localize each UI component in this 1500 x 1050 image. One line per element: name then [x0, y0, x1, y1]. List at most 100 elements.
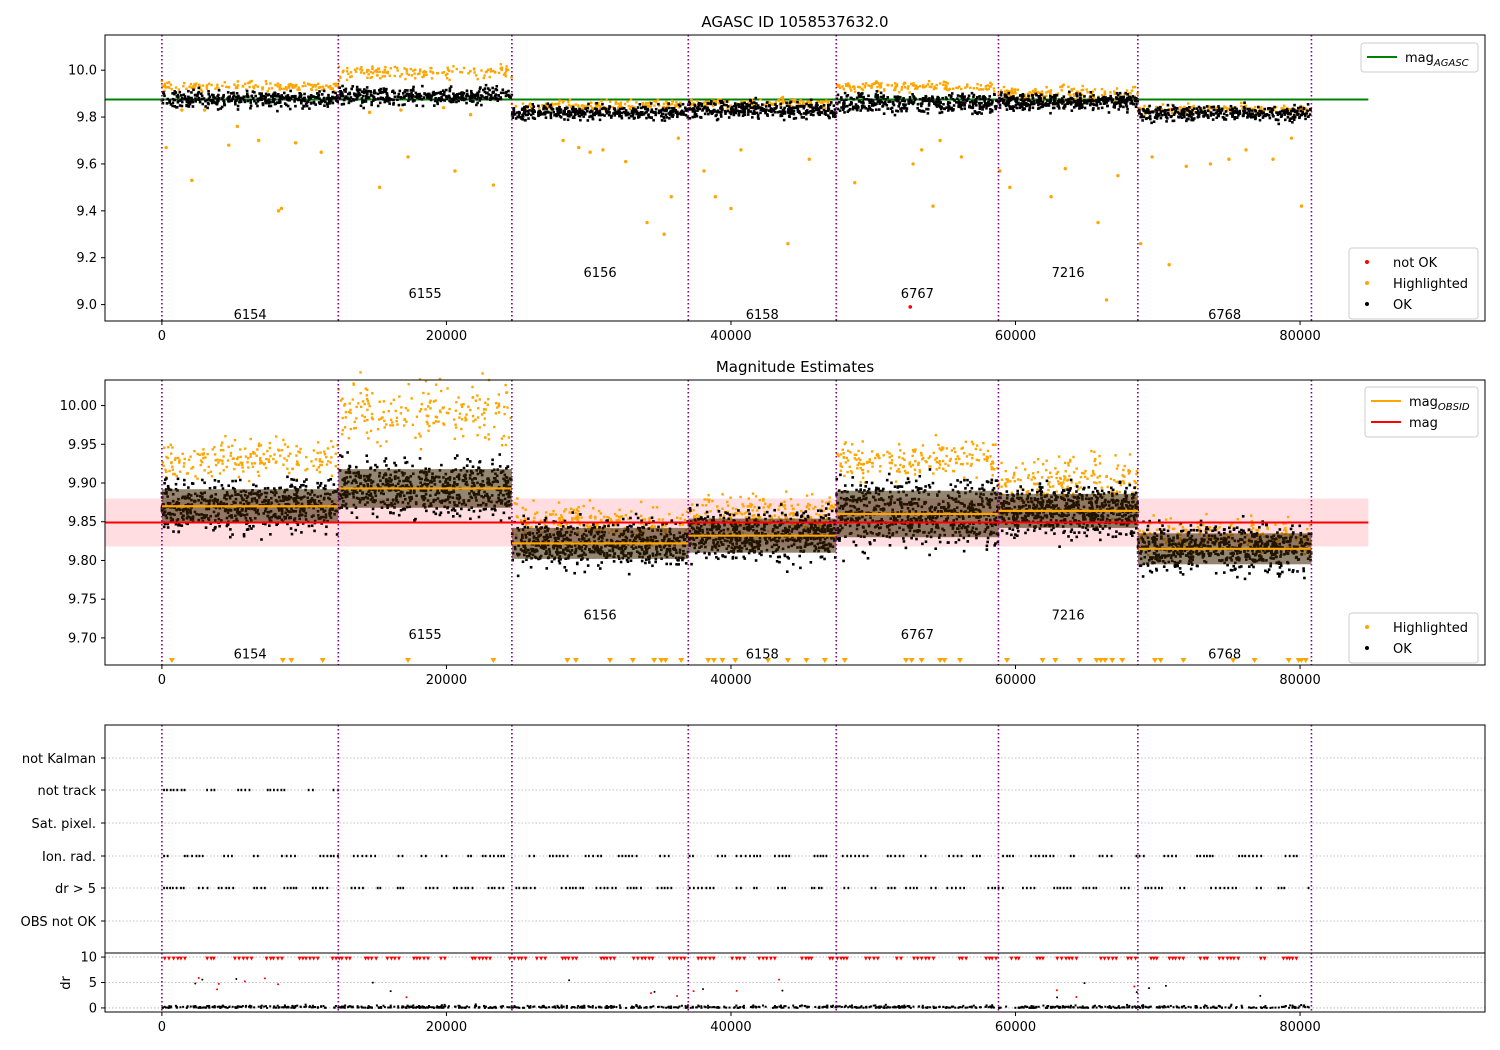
ok-point	[983, 99, 986, 103]
highlighted-point	[427, 429, 430, 432]
ok-point	[301, 99, 305, 102]
ok-point	[529, 113, 533, 117]
highlighted-point	[359, 405, 363, 408]
ok-point	[1088, 103, 1092, 107]
highlighted-point	[471, 385, 474, 389]
ok-point	[1180, 112, 1184, 116]
highlighted-point	[442, 422, 445, 425]
highlighted-point	[202, 456, 205, 460]
ok-point	[788, 101, 792, 105]
ok-point	[252, 524, 255, 528]
ok-point	[491, 462, 494, 466]
ok-point	[294, 487, 298, 491]
highlighted-point	[1047, 90, 1050, 93]
highlighted-point	[1033, 90, 1036, 94]
ok-point	[1180, 116, 1184, 120]
ok-point	[738, 105, 741, 109]
ok-point	[407, 99, 410, 103]
highlighted-point	[955, 86, 958, 89]
highlighted-point	[356, 67, 359, 70]
ok-point	[707, 108, 711, 112]
ok-point	[229, 528, 232, 531]
ok-point	[1271, 113, 1275, 117]
legend-marker-swatch	[1365, 281, 1369, 285]
ok-point	[253, 99, 256, 103]
highlighted-point	[383, 68, 387, 72]
ok-point	[202, 97, 206, 100]
ok-point	[267, 100, 270, 104]
highlighted-point	[906, 87, 909, 90]
ok-point	[1144, 111, 1147, 114]
ok-point	[476, 91, 479, 95]
ok-point	[949, 107, 953, 111]
ok-point	[232, 91, 235, 95]
ok-point	[962, 101, 965, 105]
ok-point	[983, 96, 986, 99]
highlighted-point	[794, 98, 797, 102]
ok-point	[285, 103, 288, 107]
highlighted-point	[345, 70, 349, 73]
ok-point	[868, 106, 872, 110]
ok-point	[1198, 112, 1201, 116]
ok-point	[1173, 111, 1177, 115]
highlighted-point	[1011, 91, 1014, 95]
highlighted-point	[352, 383, 355, 386]
ok-point	[235, 98, 239, 101]
ok-point	[1188, 112, 1192, 115]
ok-point	[421, 84, 424, 88]
ok-point	[1028, 108, 1031, 112]
highlighted-point	[841, 85, 844, 88]
highlighted-point	[318, 460, 322, 463]
ok-point	[300, 101, 303, 105]
highlighted-point	[471, 396, 474, 399]
highlighted-point	[458, 412, 462, 415]
ok-point	[293, 486, 297, 489]
highlighted-point	[164, 86, 167, 89]
ok-point	[945, 97, 948, 101]
obsid-scatter-6155	[337, 63, 514, 110]
ok-point	[718, 99, 722, 103]
highlighted-point	[259, 456, 262, 460]
ok-point	[1195, 107, 1199, 110]
highlighted-point	[264, 466, 268, 470]
ok-point	[660, 114, 663, 118]
ok-point	[397, 103, 401, 107]
ok-point	[791, 109, 795, 113]
ok-point	[1173, 106, 1177, 110]
ok-point	[1232, 111, 1236, 115]
highlighted-point	[1155, 105, 1158, 109]
ok-point	[457, 99, 460, 103]
ok-point	[366, 93, 369, 96]
ok-point	[960, 107, 963, 111]
ok-point	[432, 93, 436, 97]
ok-point	[258, 92, 261, 95]
ok-point	[706, 102, 710, 105]
ok-point	[671, 115, 674, 119]
highlighted-point	[611, 106, 615, 109]
ok-point	[386, 99, 390, 103]
ok-point	[1091, 108, 1095, 112]
ok-point	[667, 112, 671, 115]
highlighted-point	[247, 479, 251, 483]
ok-point	[1037, 101, 1040, 105]
ok-point	[370, 103, 373, 107]
outlier-point	[1139, 241, 1143, 246]
ok-point	[523, 105, 526, 109]
highlighted-point	[486, 403, 489, 406]
highlighted-point	[933, 85, 936, 88]
ok-point	[1129, 96, 1133, 100]
ok-point	[902, 97, 905, 100]
ok-point	[698, 107, 702, 111]
ok-point	[549, 116, 553, 120]
ok-point	[562, 112, 565, 116]
highlighted-point	[1258, 107, 1262, 111]
ok-point	[988, 98, 992, 102]
ok-point	[926, 112, 930, 115]
highlighted-point	[500, 68, 504, 72]
ok-point	[1308, 113, 1312, 116]
ok-point	[264, 101, 268, 105]
highlighted-point	[657, 104, 661, 107]
ok-point	[470, 92, 473, 95]
ok-point	[1260, 111, 1264, 115]
highlighted-point	[325, 84, 328, 87]
